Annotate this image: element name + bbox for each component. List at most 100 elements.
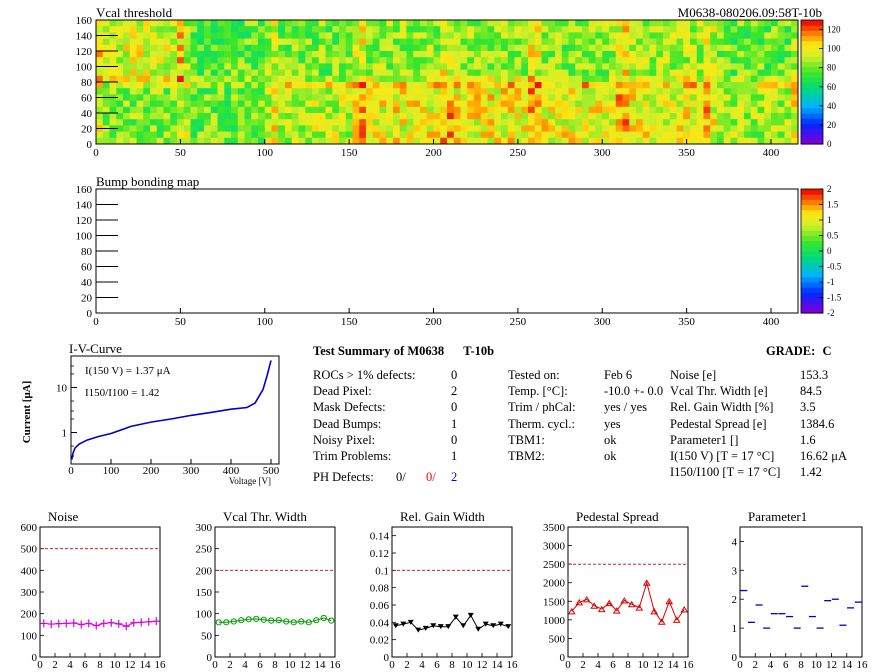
map-cell bbox=[177, 131, 185, 139]
map-cell bbox=[676, 26, 684, 33]
map-cell bbox=[150, 75, 158, 83]
map-cell bbox=[683, 63, 691, 71]
map-cell bbox=[582, 75, 590, 83]
palette-band bbox=[801, 71, 823, 78]
map-cell bbox=[737, 75, 745, 83]
map-cell bbox=[777, 38, 785, 46]
map-cell bbox=[163, 57, 171, 64]
map-cell bbox=[143, 88, 151, 95]
map-cell bbox=[528, 38, 536, 46]
map-cell bbox=[116, 137, 124, 145]
map-cell bbox=[177, 125, 185, 133]
map-cell bbox=[386, 20, 394, 27]
map-cell bbox=[737, 63, 745, 71]
map-cell bbox=[305, 75, 313, 83]
grade-value: C bbox=[822, 344, 832, 358]
map-cell bbox=[602, 137, 610, 145]
map-cell bbox=[285, 119, 293, 126]
map-cell bbox=[271, 20, 279, 27]
map-cell bbox=[757, 20, 765, 27]
map-cell bbox=[102, 20, 110, 27]
map-cell bbox=[332, 63, 340, 71]
x-tick-label: 0 bbox=[93, 316, 99, 328]
iv-x-tick-label: 100 bbox=[103, 465, 120, 477]
map-cell bbox=[116, 119, 124, 126]
map-cell bbox=[602, 26, 610, 33]
map-cell bbox=[784, 82, 792, 89]
result-row: I(150 V) [T = 17 °C] 16.62 μA bbox=[670, 449, 847, 464]
map-cell bbox=[143, 51, 151, 58]
map-cell bbox=[710, 38, 718, 46]
y-tick-label: 100 bbox=[76, 231, 93, 243]
map-cell bbox=[730, 113, 738, 120]
map-cell bbox=[345, 51, 353, 58]
map-cell bbox=[467, 75, 475, 83]
map-cell bbox=[420, 88, 428, 95]
map-cell bbox=[791, 82, 799, 89]
map-cell bbox=[359, 75, 367, 83]
map-cell bbox=[285, 44, 293, 52]
map-cell bbox=[433, 57, 441, 64]
y-tick-label: 140 bbox=[76, 200, 93, 212]
map-cell bbox=[143, 32, 151, 40]
map-cell bbox=[764, 137, 772, 145]
map-cell bbox=[312, 38, 320, 46]
map-cell bbox=[568, 44, 576, 52]
map-cell bbox=[629, 26, 637, 33]
map-cell bbox=[352, 63, 360, 71]
map-cell bbox=[703, 113, 711, 120]
map-cell bbox=[487, 51, 495, 58]
map-cell bbox=[116, 113, 124, 120]
map-cell bbox=[717, 32, 725, 40]
map-cell bbox=[325, 82, 333, 89]
map-cell bbox=[399, 38, 407, 46]
palette-tick-label: 80 bbox=[827, 63, 837, 73]
map-cell bbox=[575, 51, 583, 58]
map-cell bbox=[204, 88, 212, 95]
roc-data-point bbox=[422, 625, 429, 631]
map-cell bbox=[784, 69, 792, 77]
condition-row: Therm. cycl.: yes bbox=[508, 417, 621, 432]
map-cell bbox=[177, 38, 185, 46]
map-cell bbox=[278, 75, 286, 83]
map-cell bbox=[156, 57, 164, 64]
map-cell bbox=[474, 119, 482, 126]
map-cell bbox=[622, 44, 630, 52]
map-cell bbox=[278, 100, 286, 108]
map-cell bbox=[123, 63, 131, 71]
map-cell bbox=[393, 26, 401, 33]
map-cell bbox=[669, 75, 677, 83]
palette-tick-label: 1.5 bbox=[827, 200, 839, 210]
condition-value: -10.0 +- 0.0 bbox=[604, 384, 664, 399]
map-cell bbox=[588, 32, 596, 40]
map-cell bbox=[352, 44, 360, 52]
map-cell bbox=[406, 57, 414, 64]
map-cell bbox=[204, 137, 212, 145]
map-cell bbox=[528, 113, 536, 120]
map-cell bbox=[561, 57, 569, 64]
map-cell bbox=[386, 119, 394, 126]
map-cell bbox=[210, 20, 218, 27]
map-cell bbox=[636, 38, 644, 46]
roc-y-tick-label: 300 bbox=[196, 522, 213, 534]
map-cell bbox=[386, 88, 394, 95]
map-cell bbox=[440, 51, 448, 58]
map-cell bbox=[622, 106, 630, 114]
map-cell bbox=[534, 119, 542, 126]
map-cell bbox=[717, 137, 725, 145]
map-cell bbox=[534, 20, 542, 27]
map-cell bbox=[366, 88, 374, 95]
map-cell bbox=[534, 63, 542, 71]
map-cell bbox=[676, 38, 684, 46]
map-cell bbox=[771, 44, 779, 52]
map-cell bbox=[750, 57, 758, 64]
map-cell bbox=[244, 32, 252, 40]
palette-band bbox=[801, 138, 823, 145]
iv-x-tick-label: 500 bbox=[263, 465, 280, 477]
map-cell bbox=[285, 75, 293, 83]
map-cell bbox=[150, 69, 158, 77]
map-cell bbox=[123, 57, 131, 64]
roc-y-tick-label: 500 bbox=[549, 633, 566, 645]
map-cell bbox=[602, 82, 610, 89]
map-cell bbox=[710, 119, 718, 126]
